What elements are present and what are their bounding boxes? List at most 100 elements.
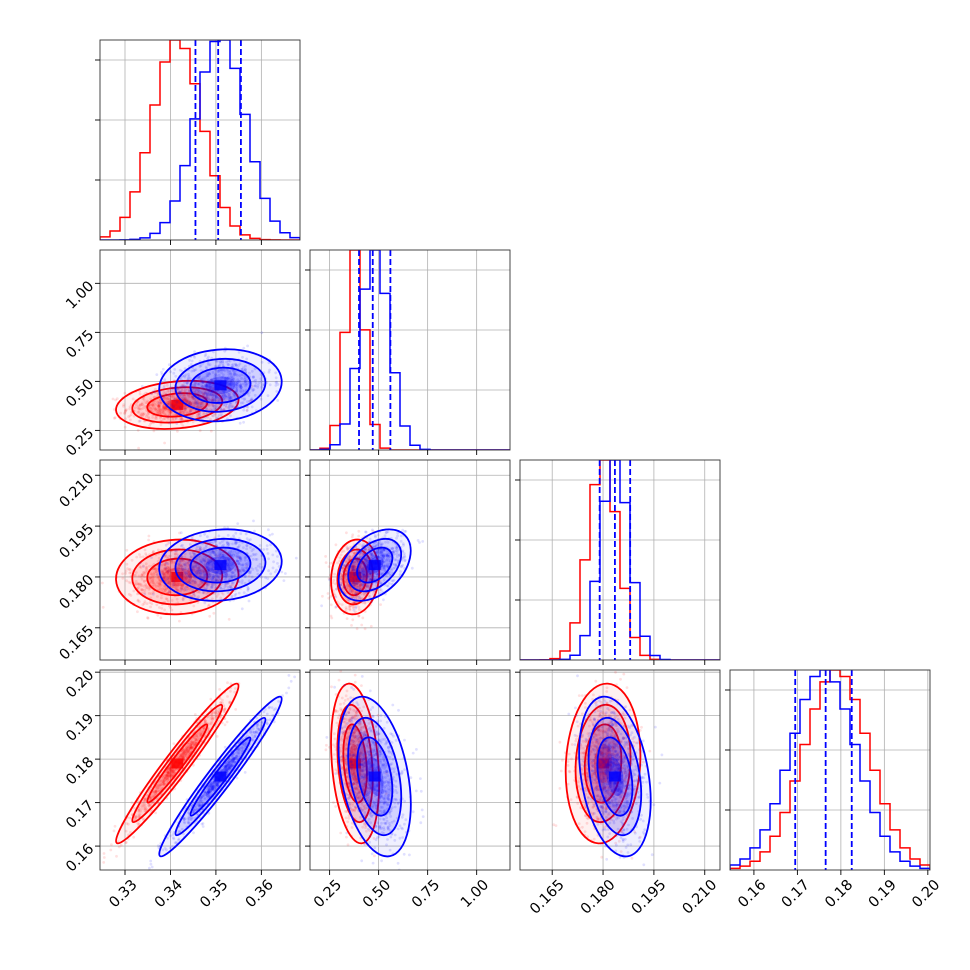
scatter-point [132, 835, 136, 839]
scatter-point [211, 549, 215, 553]
scatter-point [169, 606, 172, 610]
scatter-point [243, 380, 247, 384]
scatter-point [371, 528, 374, 532]
scatter-point [134, 580, 138, 583]
scatter-point [254, 378, 257, 382]
scatter-point [227, 542, 231, 546]
scatter-point [180, 378, 183, 382]
contour-0 [146, 557, 209, 597]
scatter-point [144, 586, 148, 590]
scatter-point [209, 697, 213, 701]
scatter-point [128, 567, 132, 571]
scatter-point [166, 599, 170, 603]
scatter-point [138, 600, 141, 603]
scatter-point [227, 562, 231, 565]
scatter-point [363, 574, 366, 578]
scatter-point [178, 531, 181, 535]
scatter-point [160, 370, 163, 374]
scatter-point [357, 585, 360, 589]
scatter-point [222, 408, 226, 411]
scatter-point [203, 391, 207, 395]
scatter-point [183, 563, 186, 567]
scatter-point [360, 569, 364, 573]
scatter-point [268, 368, 271, 372]
scatter-point [229, 551, 232, 555]
scatter-point [152, 573, 156, 577]
scatter-point [163, 568, 166, 571]
scatter-point [101, 581, 104, 585]
scatter-point [230, 581, 234, 585]
scatter-point [221, 575, 225, 579]
scatter-point [182, 758, 186, 762]
scatter-point [220, 368, 223, 372]
scatter-point [171, 585, 174, 589]
scatter-point [124, 829, 128, 833]
scatter-point [179, 566, 183, 570]
scatter-point [364, 559, 367, 563]
scatter-point [167, 581, 171, 584]
scatter-point [144, 807, 148, 811]
scatter-point [205, 397, 209, 401]
scatter-point [208, 393, 212, 397]
scatter-point [179, 418, 183, 422]
scatter-point [223, 723, 227, 727]
scatter-point [215, 393, 219, 396]
scatter-point [149, 406, 153, 410]
scatter-point [128, 414, 132, 418]
scatter-point [115, 397, 119, 401]
scatter-point [240, 368, 244, 371]
scatter-point [154, 407, 158, 411]
scatter-point [140, 807, 144, 811]
scatter-point [358, 564, 362, 568]
scatter-point [127, 592, 131, 596]
scatter-point [346, 583, 350, 587]
scatter-point [247, 539, 251, 542]
scatter-point [157, 401, 161, 405]
scatter-point [141, 413, 145, 416]
scatter-point [274, 549, 278, 553]
scatter-point [159, 408, 162, 412]
scatter-point [180, 588, 184, 591]
scatter-point [212, 350, 215, 354]
scatter-point [238, 362, 242, 366]
scatter-point [180, 587, 184, 590]
scatter-point [143, 572, 147, 575]
scatter-point [174, 768, 178, 772]
scatter-point [195, 404, 199, 408]
scatter-point [259, 397, 263, 401]
scatter-point [155, 417, 158, 420]
scatter-point [168, 768, 172, 772]
scatter-point [203, 416, 207, 419]
scatter-point [184, 577, 188, 581]
scatter-point [328, 578, 331, 582]
scatter-point [403, 558, 407, 562]
scatter-point [364, 530, 368, 534]
scatter-point [249, 398, 253, 402]
scatter-point [134, 816, 138, 819]
scatter-point [166, 562, 170, 566]
scatter-point [160, 408, 164, 412]
scatter-point [364, 557, 368, 561]
scatter-point [189, 409, 193, 412]
scatter-point [166, 569, 170, 573]
scatter-point [210, 378, 213, 382]
scatter-point [368, 573, 372, 577]
scatter-point [136, 610, 139, 614]
scatter-point [173, 553, 177, 556]
scatter-point [243, 397, 247, 400]
scatter-point [137, 807, 141, 811]
scatter-point [351, 566, 355, 570]
scatter-point [188, 747, 192, 751]
scatter-point [157, 582, 161, 586]
scatter-point [211, 397, 214, 400]
scatter-point [189, 573, 193, 577]
scatter-point [253, 529, 256, 533]
scatter-point [350, 595, 354, 599]
scatter-point [208, 553, 212, 557]
scatter-point [372, 542, 376, 545]
scatter-point [201, 556, 204, 560]
scatter-point [242, 420, 246, 424]
scatter-point [166, 774, 170, 777]
scatter-point [368, 583, 371, 586]
scatter-point [168, 566, 172, 569]
